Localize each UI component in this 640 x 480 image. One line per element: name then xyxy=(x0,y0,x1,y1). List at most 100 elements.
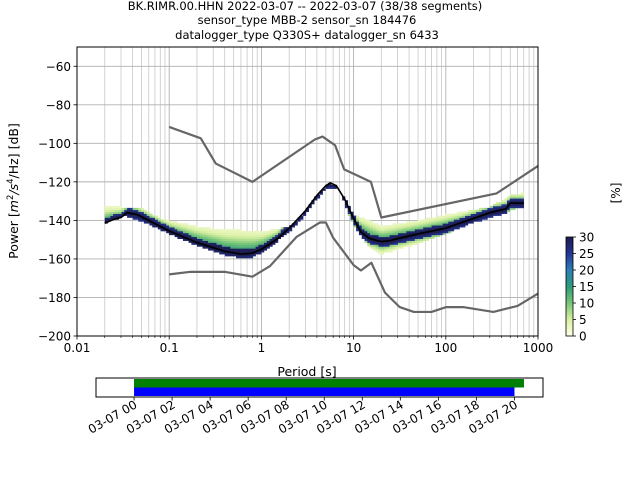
histogram-cell xyxy=(372,225,376,228)
histogram-cell xyxy=(224,242,228,245)
histogram-cell xyxy=(378,236,382,240)
histogram-cell xyxy=(392,225,396,228)
histogram-cell xyxy=(353,225,357,228)
histogram-cell xyxy=(389,248,393,251)
histogram-cell xyxy=(437,219,441,222)
histogram-cell xyxy=(222,240,226,243)
histogram-cell xyxy=(381,236,385,240)
histogram-cell xyxy=(166,225,170,228)
histogram-cell xyxy=(367,242,371,245)
histogram-cell xyxy=(196,232,201,236)
histogram-cell xyxy=(227,254,231,257)
histogram-cell xyxy=(210,240,214,243)
histogram-cell xyxy=(216,250,220,253)
histogram-cell xyxy=(442,231,446,234)
histogram-cell xyxy=(230,236,234,240)
histogram-cell xyxy=(375,234,379,238)
histogram-cell xyxy=(453,215,457,218)
histogram-cell xyxy=(417,229,421,232)
histogram-cell xyxy=(347,205,351,209)
histogram-cell xyxy=(104,209,108,213)
histogram-cell xyxy=(495,204,499,207)
histogram-cell xyxy=(182,225,187,228)
histogram-cell xyxy=(481,209,485,213)
histogram-cell xyxy=(400,242,404,245)
histogram-cell xyxy=(250,236,254,240)
histogram-cell xyxy=(149,221,153,224)
histogram-cell xyxy=(384,225,388,228)
histogram-cell xyxy=(174,221,178,224)
histogram-cell xyxy=(492,204,497,207)
histogram-cell xyxy=(420,240,424,243)
histogram-cell xyxy=(389,236,393,240)
histogram-cell xyxy=(398,223,402,226)
histogram-cell xyxy=(470,211,474,214)
histogram-cell xyxy=(115,215,120,218)
histogram-cell xyxy=(423,238,427,241)
histogram-cell xyxy=(196,238,201,241)
histogram-cell xyxy=(196,240,201,243)
histogram-cell xyxy=(389,242,393,245)
histogram-cell xyxy=(258,250,262,253)
histogram-cell xyxy=(367,229,371,232)
histogram-cell xyxy=(146,213,150,216)
histogram-cell xyxy=(398,240,402,243)
histogram-cell xyxy=(230,250,234,253)
histogram-cell xyxy=(263,244,268,247)
histogram-cell xyxy=(216,232,220,236)
histogram-cell xyxy=(146,221,150,224)
histogram-cell xyxy=(233,246,237,249)
histogram-cell xyxy=(113,215,117,218)
histogram-cell xyxy=(434,223,438,226)
histogram-cell xyxy=(241,238,245,241)
histogram-cell xyxy=(222,232,226,236)
histogram-cell xyxy=(420,227,424,230)
histogram-cell xyxy=(453,219,457,222)
histogram-cell xyxy=(495,205,499,209)
histogram-cell xyxy=(358,223,363,226)
histogram-cell xyxy=(261,242,265,245)
x-tick-label: 100 xyxy=(434,341,457,355)
histogram-cell xyxy=(205,231,209,234)
histogram-cell xyxy=(506,196,511,199)
histogram-cell xyxy=(132,211,136,214)
histogram-cell xyxy=(227,246,231,249)
histogram-cell xyxy=(358,219,363,222)
histogram-cell xyxy=(138,219,142,222)
histogram-cell xyxy=(375,225,379,228)
histogram-cell xyxy=(275,232,279,236)
histogram-cell xyxy=(233,229,237,232)
histogram-cell xyxy=(501,202,505,205)
histogram-cell xyxy=(247,246,251,249)
colorbar-tick-label: 15 xyxy=(579,280,594,294)
histogram-cell xyxy=(269,232,273,236)
histogram-cell xyxy=(238,244,242,247)
histogram-cell xyxy=(121,213,125,216)
histogram-cell xyxy=(520,196,525,199)
histogram-cell xyxy=(400,240,404,243)
histogram-cell xyxy=(492,211,497,214)
histogram-cell xyxy=(403,238,407,241)
histogram-cell xyxy=(177,232,181,236)
histogram-cell xyxy=(414,231,418,234)
histogram-cell xyxy=(216,236,220,240)
histogram-cell xyxy=(431,221,435,224)
histogram-cell xyxy=(261,250,265,253)
histogram-cell xyxy=(467,211,471,214)
histogram-cell xyxy=(132,217,136,220)
histogram-cell xyxy=(191,238,195,241)
histogram-cell xyxy=(411,236,416,240)
histogram-cell xyxy=(439,223,444,226)
histogram-cell xyxy=(194,229,198,232)
histogram-cell xyxy=(107,205,111,209)
histogram-cell xyxy=(194,231,198,234)
histogram-cell xyxy=(188,231,192,234)
histogram-cell xyxy=(370,244,374,247)
histogram-cell xyxy=(372,244,376,247)
histogram-cell xyxy=(149,223,153,226)
histogram-cell xyxy=(372,240,376,243)
histogram-cell xyxy=(504,209,508,213)
histogram-cell xyxy=(250,231,254,234)
histogram-cell xyxy=(375,250,379,253)
histogram-cell xyxy=(241,250,245,253)
